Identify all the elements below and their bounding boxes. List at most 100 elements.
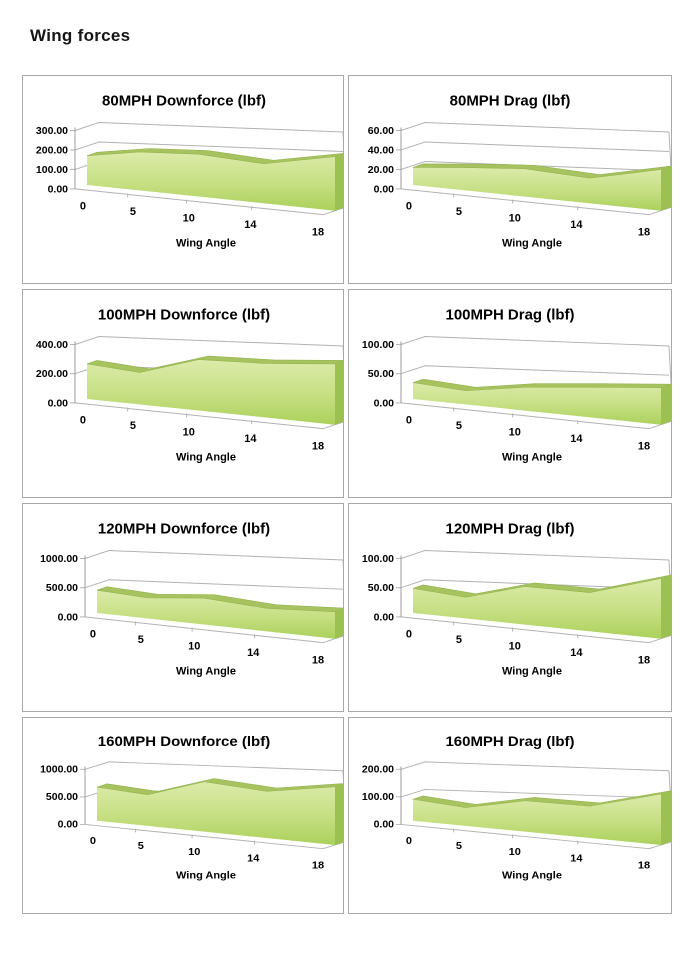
- area-top-surface: [412, 378, 671, 392]
- floor-edge: [400, 402, 671, 430]
- x-tick-label: 10: [188, 640, 200, 652]
- area-top-surface: [411, 790, 671, 808]
- x-tick-label: 10: [509, 426, 521, 438]
- area-chart-svg: 0.00 100.00 200.00 0 5 10 14 18 Wing Angle 160MPH…: [362, 734, 671, 882]
- x-tick-label: 18: [638, 227, 650, 239]
- area-side-surface: [335, 153, 343, 211]
- area-chart-svg: 0.00 50.00 100.00 0 5 10 14 18 Wing Angle 100MPH …: [362, 307, 671, 463]
- x-tick-label: 14: [244, 433, 257, 445]
- y-tick-label: 0.00: [48, 398, 69, 409]
- chart-title: 100MPH Downforce (lbf): [98, 307, 270, 324]
- area-series[interactable]: [87, 151, 335, 211]
- x-tick-label: 14: [570, 647, 583, 659]
- x-axis-title: Wing Angle: [176, 665, 236, 677]
- area-side-surface: [661, 790, 671, 845]
- x-tick-label: 5: [456, 206, 462, 218]
- x-tick-label: 18: [638, 441, 650, 453]
- x-axis-title: Wing Angle: [176, 237, 236, 249]
- x-tick-label: 0: [406, 835, 412, 847]
- x-tick-label: 5: [130, 206, 136, 218]
- area-side-surface: [335, 608, 343, 639]
- floor-edge: [74, 188, 343, 216]
- gridline: [74, 141, 343, 152]
- x-axis-title: Wing Angle: [176, 870, 236, 882]
- x-tick-label: 10: [509, 640, 521, 652]
- area-side-surface: [661, 166, 671, 211]
- chart-title: 120MPH Downforce (lbf): [98, 521, 270, 538]
- chart-panel-80mph-downforce-lbf[interactable]: 0.00 100.00 200.00 300.00 0 5 10 14 18 Wing Angle…: [22, 75, 344, 284]
- chart-title: 100MPH Drag (lbf): [445, 307, 574, 324]
- x-axis-title: Wing Angle: [502, 237, 562, 249]
- area-top-surface: [96, 586, 343, 612]
- y-tick-label: 0.00: [374, 398, 395, 409]
- y-tick-label: 50.00: [368, 369, 394, 380]
- gridline: [74, 336, 343, 347]
- x-tick-label: 5: [456, 840, 462, 852]
- chart-title: 120MPH Drag (lbf): [445, 521, 574, 538]
- area-top-surface: [96, 778, 343, 795]
- y-tick-label: 0.00: [58, 612, 79, 623]
- y-tick-label: 200.00: [36, 145, 68, 156]
- area-series[interactable]: [413, 578, 661, 639]
- y-tick-label: 1000.00: [40, 554, 78, 565]
- area-chart-svg: 0.00 500.00 1000.00 0 5 10 14 18 Wing Angle 160MP…: [40, 734, 343, 882]
- x-tick-label: 10: [188, 846, 200, 858]
- gridline: [74, 122, 343, 133]
- floor-edge: [400, 823, 671, 850]
- area-series[interactable]: [97, 590, 335, 639]
- x-tick-label: 0: [90, 629, 96, 641]
- x-tick-label: 14: [570, 219, 583, 231]
- floor-edge: [84, 823, 343, 850]
- area-top-surface: [86, 355, 343, 373]
- y-tick-label: 200.00: [362, 765, 394, 776]
- area-chart-svg: 0.00 500.00 1000.00 0 5 10 14 18 Wing Angle 120MP…: [40, 521, 343, 677]
- area-side-surface: [661, 384, 671, 425]
- y-tick-label: 60.00: [368, 126, 394, 137]
- y-tick-label: 50.00: [368, 583, 394, 594]
- chart-panel-160mph-downforce-lbf[interactable]: 0.00 500.00 1000.00 0 5 10 14 18 Wing Angle 160MP…: [22, 717, 344, 914]
- x-tick-label: 18: [638, 860, 650, 872]
- chart-grid: 0.00 100.00 200.00 300.00 0 5 10 14 18 Wing Angle…: [22, 75, 672, 914]
- x-tick-label: 0: [406, 415, 412, 427]
- area-top-surface: [412, 163, 671, 179]
- wall-right-edge: [668, 345, 671, 394]
- chart-panel-80mph-drag-lbf[interactable]: 0.00 20.00 40.00 60.00 0 5 10 14 18 Wing Angle 80M…: [348, 75, 672, 284]
- page-title: Wing forces: [30, 26, 131, 45]
- chart-panel-120mph-downforce-lbf[interactable]: 0.00 500.00 1000.00 0 5 10 14 18 Wing Angle 120MP…: [22, 503, 344, 712]
- x-axis-title: Wing Angle: [502, 665, 562, 677]
- report-page: Wing forces 0.00 100.00 200.00 300.00 0 5 10 14…: [0, 26, 698, 914]
- area-side-surface: [335, 784, 343, 845]
- chart-panel-100mph-downforce-lbf[interactable]: 0.00 200.00 400.00 0 5 10 14 18 Wing Angle 100MPH…: [22, 289, 344, 498]
- x-tick-label: 0: [406, 201, 412, 213]
- area-series[interactable]: [413, 167, 661, 211]
- x-tick-label: 10: [183, 212, 195, 224]
- area-series[interactable]: [97, 781, 335, 845]
- floor-edge: [74, 402, 343, 430]
- y-tick-label: 300.00: [36, 126, 68, 137]
- chart-panel-160mph-drag-lbf[interactable]: 0.00 100.00 200.00 0 5 10 14 18 Wing Angle 160MPH…: [348, 717, 672, 914]
- floor-edge: [84, 616, 343, 644]
- gridline: [400, 761, 670, 772]
- x-axis-title: Wing Angle: [176, 451, 236, 463]
- x-axis-title: Wing Angle: [502, 870, 562, 882]
- y-tick-label: 20.00: [368, 165, 394, 176]
- x-tick-label: 0: [80, 201, 86, 213]
- x-tick-label: 14: [244, 219, 257, 231]
- area-chart-svg: 0.00 50.00 100.00 0 5 10 14 18 Wing Angle 120MPH …: [362, 521, 671, 677]
- x-tick-label: 14: [247, 647, 260, 659]
- y-tick-label: 100.00: [36, 165, 68, 176]
- area-chart-svg: 0.00 200.00 400.00 0 5 10 14 18 Wing Angle 100MPH…: [36, 307, 343, 463]
- y-tick-label: 1000.00: [40, 765, 78, 776]
- chart-title: 160MPH Drag (lbf): [445, 734, 574, 749]
- wall-right-edge: [668, 770, 671, 816]
- x-tick-label: 5: [456, 420, 462, 432]
- area-series[interactable]: [87, 359, 335, 425]
- chart-panel-120mph-drag-lbf[interactable]: 0.00 50.00 100.00 0 5 10 14 18 Wing Angle 120MPH …: [348, 503, 672, 712]
- chart-title: 80MPH Drag (lbf): [450, 93, 571, 110]
- gridline: [400, 336, 670, 347]
- x-tick-label: 10: [509, 846, 521, 858]
- chart-panel-100mph-drag-lbf[interactable]: 0.00 50.00 100.00 0 5 10 14 18 Wing Angle 100MPH …: [348, 289, 672, 498]
- x-tick-label: 5: [456, 634, 462, 646]
- area-series[interactable]: [413, 382, 661, 425]
- wall-right-edge: [342, 770, 343, 780]
